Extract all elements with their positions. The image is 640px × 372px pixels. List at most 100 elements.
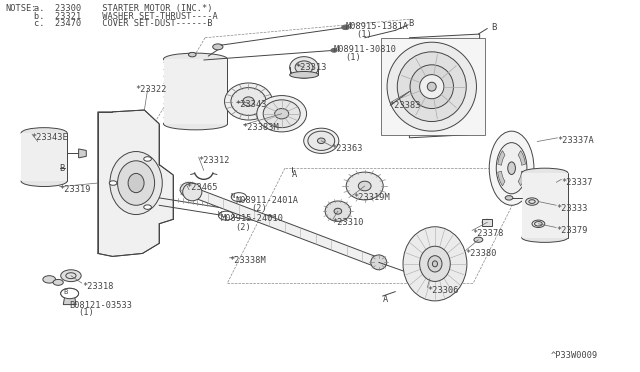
Ellipse shape [180, 182, 198, 197]
Ellipse shape [334, 208, 342, 214]
Ellipse shape [489, 131, 534, 205]
Text: *23306: *23306 [428, 286, 459, 295]
Ellipse shape [410, 65, 454, 109]
Ellipse shape [290, 71, 319, 78]
Polygon shape [21, 133, 67, 181]
Circle shape [342, 25, 349, 30]
Text: M08911-30810: M08911-30810 [334, 45, 397, 54]
Text: *23465: *23465 [186, 183, 218, 192]
Polygon shape [164, 59, 227, 124]
Circle shape [231, 193, 246, 202]
Ellipse shape [440, 83, 450, 96]
Ellipse shape [387, 42, 476, 131]
Text: A: A [292, 170, 297, 179]
Ellipse shape [522, 233, 568, 243]
Polygon shape [98, 110, 173, 256]
Polygon shape [522, 173, 568, 238]
Circle shape [144, 205, 152, 209]
Text: *23343: *23343 [236, 100, 268, 109]
Ellipse shape [225, 83, 273, 120]
Ellipse shape [231, 87, 266, 115]
Ellipse shape [416, 52, 473, 127]
Text: B08121-03533: B08121-03533 [70, 301, 132, 310]
Text: c.  23470    COVER SET-DUST------B: c. 23470 COVER SET-DUST------B [34, 19, 212, 28]
Text: (2): (2) [251, 204, 267, 213]
Circle shape [331, 48, 337, 52]
Polygon shape [410, 34, 479, 138]
Text: (2): (2) [236, 223, 252, 232]
Circle shape [188, 52, 196, 57]
Text: (1): (1) [356, 29, 371, 39]
Ellipse shape [496, 142, 527, 194]
Circle shape [218, 211, 234, 220]
Ellipse shape [308, 131, 335, 150]
Ellipse shape [433, 261, 438, 267]
Text: N08911-2401A: N08911-2401A [236, 196, 299, 205]
Polygon shape [482, 219, 492, 226]
Text: b.  23321    WASHER SET-THRUST----A: b. 23321 WASHER SET-THRUST----A [34, 12, 218, 21]
Circle shape [212, 44, 223, 50]
Text: (1): (1) [79, 308, 94, 317]
Polygon shape [518, 171, 525, 186]
Ellipse shape [118, 161, 155, 205]
Polygon shape [63, 297, 76, 305]
Circle shape [43, 276, 56, 283]
Text: *23322: *23322 [135, 85, 166, 94]
Text: *23380: *23380 [466, 249, 497, 258]
Ellipse shape [371, 255, 387, 270]
Text: NOTSE:: NOTSE: [6, 4, 37, 13]
Text: *23378: *23378 [472, 229, 504, 238]
Ellipse shape [21, 176, 67, 186]
Text: M08915-1381A: M08915-1381A [346, 22, 408, 31]
Ellipse shape [403, 227, 467, 301]
Circle shape [505, 196, 513, 200]
Ellipse shape [428, 256, 442, 272]
Text: W: W [218, 211, 222, 217]
Text: B: B [491, 23, 497, 32]
Ellipse shape [164, 53, 227, 65]
Polygon shape [192, 187, 378, 267]
Text: (1): (1) [346, 52, 362, 61]
Text: *23383M: *23383M [242, 123, 279, 132]
Text: *23313: *23313 [296, 63, 327, 72]
Text: B: B [63, 289, 68, 295]
Ellipse shape [317, 138, 325, 144]
Text: *23337: *23337 [561, 178, 593, 187]
Text: a.  23300    STARTER MOTOR (INC.*): a. 23300 STARTER MOTOR (INC.*) [34, 4, 212, 13]
Ellipse shape [428, 82, 436, 91]
Ellipse shape [164, 118, 227, 130]
Ellipse shape [346, 172, 383, 200]
Ellipse shape [182, 183, 202, 201]
Ellipse shape [275, 109, 289, 119]
Circle shape [61, 288, 79, 299]
Circle shape [61, 270, 81, 282]
Ellipse shape [21, 128, 67, 138]
Text: *23318: *23318 [82, 282, 113, 291]
Ellipse shape [325, 201, 351, 221]
Ellipse shape [358, 181, 371, 191]
Text: *23379: *23379 [556, 226, 588, 235]
Ellipse shape [128, 173, 144, 193]
Ellipse shape [425, 64, 465, 115]
Ellipse shape [397, 52, 467, 122]
Polygon shape [79, 149, 86, 158]
Text: A: A [383, 295, 388, 304]
Polygon shape [518, 151, 525, 165]
Text: *23310: *23310 [333, 218, 364, 227]
Text: B: B [408, 19, 413, 28]
Ellipse shape [295, 61, 313, 74]
Text: *23319: *23319 [60, 185, 91, 194]
Circle shape [482, 219, 492, 225]
Circle shape [144, 157, 152, 161]
Circle shape [109, 181, 117, 185]
Ellipse shape [420, 246, 451, 282]
Ellipse shape [263, 100, 300, 128]
Circle shape [525, 198, 538, 205]
Circle shape [532, 220, 545, 228]
Polygon shape [498, 171, 505, 186]
Ellipse shape [420, 75, 444, 99]
Text: M08915-24010: M08915-24010 [221, 214, 284, 223]
Circle shape [474, 237, 483, 242]
Ellipse shape [508, 162, 515, 174]
Polygon shape [498, 151, 505, 165]
